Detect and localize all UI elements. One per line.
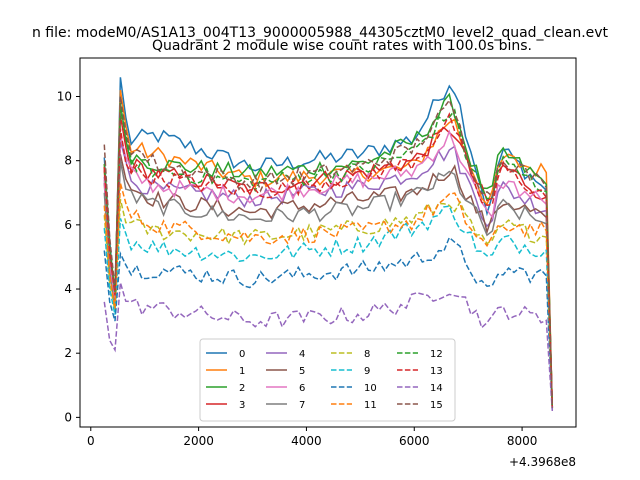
series-line-10: [103, 236, 554, 412]
legend-frame: [199, 338, 456, 422]
legend-label-4: 4: [299, 349, 305, 360]
series-line-11: [103, 182, 554, 410]
y-tick-label: 8: [64, 154, 72, 168]
x-tick-label: 8000: [507, 434, 538, 448]
y-tick-label: 4: [64, 282, 72, 296]
x-axis-ticks: 0 2000 4000 6000 8000: [87, 427, 537, 448]
y-tick-label: 6: [64, 218, 72, 232]
y-tick-label: 10: [57, 90, 72, 104]
series-line-5: [103, 154, 554, 408]
legend-label-5: 5: [299, 366, 305, 377]
legend-label-8: 8: [364, 349, 370, 360]
y-axis-ticks: 0 2 4 6 8 10: [57, 90, 80, 424]
legend-label-7: 7: [299, 400, 305, 411]
legend-label-15: 15: [430, 400, 443, 411]
legend-label-3: 3: [239, 400, 245, 411]
axes-frame: [79, 57, 577, 428]
series-line-2: [103, 92, 554, 408]
x-axis-offset-label: +4.3968e8: [509, 455, 576, 469]
legend-label-11: 11: [364, 400, 377, 411]
x-tick-label: 6000: [399, 434, 430, 448]
x-tick-label: 4000: [291, 434, 322, 448]
series-line-14: [103, 282, 554, 412]
series-line-8: [103, 199, 554, 410]
y-tick-label: 0: [64, 410, 72, 424]
legend-label-6: 6: [299, 383, 305, 394]
legend-label-2: 2: [239, 383, 245, 394]
legend-label-10: 10: [364, 383, 377, 394]
legend-label-0: 0: [239, 349, 245, 360]
series-line-6: [103, 129, 554, 408]
legend-label-13: 13: [430, 366, 443, 377]
figure-suptitle: n file: modeM0/AS1A13_004T13_9000005988_…: [32, 25, 609, 41]
x-tick-label: 2000: [183, 434, 214, 448]
legend-label-1: 1: [239, 366, 245, 377]
series-line-13: [103, 112, 554, 408]
series-line-7: [103, 160, 554, 408]
legend-label-14: 14: [430, 383, 443, 394]
legend-label-9: 9: [364, 366, 370, 377]
chart-title: Quadrant 2 module wise count rates with …: [152, 38, 532, 54]
series-line-4: [103, 141, 554, 408]
plot-lines: [103, 77, 554, 412]
y-tick-label: 2: [64, 346, 72, 360]
series-line-15: [103, 96, 554, 408]
legend-label-12: 12: [430, 349, 443, 360]
series-line-12: [103, 108, 554, 408]
series-line-9: [103, 205, 554, 410]
x-tick-label: 0: [87, 434, 95, 448]
